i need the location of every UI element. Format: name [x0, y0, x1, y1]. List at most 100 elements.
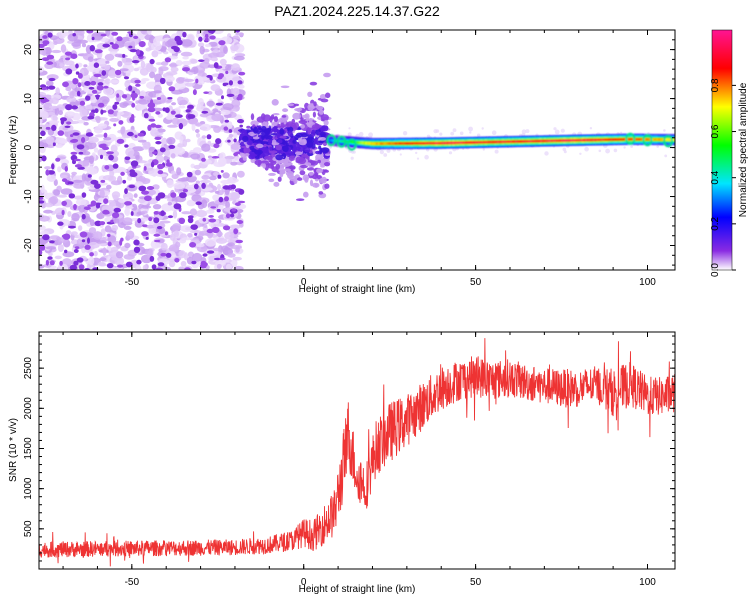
transition-blob [306, 152, 314, 157]
noise-blob [215, 102, 223, 106]
noise-blob [73, 203, 77, 211]
noise-blob [55, 157, 61, 162]
noise-blob [112, 212, 120, 219]
noise-blob [186, 171, 193, 178]
noise-blob [231, 208, 236, 212]
noise-blob [125, 147, 135, 157]
transition-blob [261, 148, 269, 152]
spectrogram-frame [38, 29, 676, 271]
noise-blob [47, 112, 55, 116]
noise-blob [118, 120, 124, 125]
noise-blob [61, 178, 68, 183]
noise-blob [187, 233, 193, 238]
noise-blob [59, 260, 63, 266]
noise-blob [113, 207, 122, 213]
noise-blob [134, 134, 138, 138]
noise-blob [42, 35, 48, 39]
noise-blob [232, 77, 241, 81]
noise-blob [135, 83, 141, 87]
noise-blob [164, 107, 170, 113]
noise-blob [217, 174, 222, 179]
haze-blob [358, 131, 364, 137]
noise-blob [89, 219, 95, 227]
noise-blob [57, 244, 64, 252]
noise-blob [155, 141, 162, 145]
noise-blob [76, 39, 88, 44]
noise-blob [48, 77, 56, 82]
noise-blob [155, 111, 161, 115]
noise-blob [51, 97, 59, 105]
noise-blob [111, 224, 119, 232]
transition-blob [246, 125, 251, 129]
noise-blob [148, 118, 156, 122]
noise-blob [57, 194, 68, 198]
noise-blob [225, 201, 231, 209]
noise-blob [208, 125, 219, 129]
x-tick-label: 50 [470, 277, 482, 288]
noise-blob [187, 114, 196, 119]
noise-blob [201, 175, 210, 180]
transition-blob [288, 155, 296, 161]
transition-blob [250, 120, 259, 127]
noise-blob [82, 151, 91, 156]
noise-blob [109, 170, 115, 178]
noise-blob [58, 110, 63, 116]
noise-blob [200, 260, 207, 268]
noise-blob [210, 30, 214, 34]
noise-blob [175, 60, 183, 66]
noise-blob [189, 69, 196, 73]
noise-blob [44, 202, 54, 208]
noise-blob [173, 46, 180, 53]
x-tick-label: 0 [301, 277, 307, 288]
noise-blob [130, 211, 134, 216]
noise-blob [83, 156, 93, 161]
noise-blob [167, 124, 179, 128]
x-tick-label: 0 [301, 577, 307, 588]
noise-blob [62, 233, 71, 240]
noise-blob [106, 200, 116, 204]
noise-blob [231, 63, 241, 71]
noise-blob [94, 49, 103, 54]
haze-blob [435, 129, 440, 133]
noise-blob [211, 226, 220, 234]
transition-blob [282, 145, 289, 153]
noise-blob [65, 104, 73, 111]
noise-blob [225, 64, 232, 71]
noise-blob [94, 134, 106, 138]
noise-blob [150, 161, 155, 168]
haze-blob [656, 145, 659, 148]
noise-blob [100, 37, 109, 43]
noise-blob [158, 66, 169, 72]
noise-blob [69, 264, 78, 270]
noise-blob [70, 139, 78, 143]
noise-blob [224, 231, 235, 240]
noise-blob [238, 188, 245, 195]
y-tick-label: 1500 [23, 437, 34, 460]
transition-blob [307, 91, 313, 98]
transition-blob [279, 128, 284, 135]
noise-blob [93, 62, 100, 68]
noise-blob [190, 224, 198, 231]
noise-blob [232, 256, 242, 261]
haze-blob [620, 131, 623, 134]
noise-blob [88, 86, 95, 90]
noise-blob [87, 237, 90, 244]
transition-blob [300, 164, 308, 169]
noise-blob [173, 182, 186, 190]
noise-blob [227, 253, 236, 258]
y-tick-label: -10 [23, 189, 34, 204]
noise-blob [45, 169, 50, 176]
noise-blob [211, 156, 220, 159]
noise-blob [141, 78, 150, 82]
noise-blob [141, 210, 148, 214]
haze-blob [459, 131, 464, 136]
transition-blob [311, 124, 320, 131]
noise-blob [210, 206, 217, 209]
noise-blob [125, 70, 131, 77]
noise-blob [155, 62, 163, 66]
noise-blob [140, 60, 146, 69]
noise-blob [122, 102, 129, 107]
noise-blob [110, 219, 114, 223]
noise-blob [222, 172, 230, 179]
